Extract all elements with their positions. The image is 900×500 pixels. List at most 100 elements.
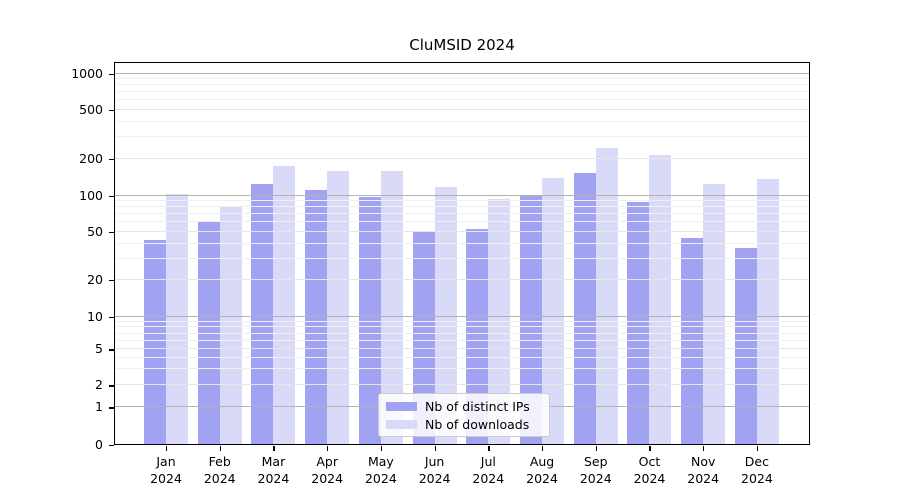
y-tick-label-1: 1 <box>95 399 103 415</box>
major-gridline <box>114 72 810 74</box>
y-tick-label-100: 100 <box>79 187 103 203</box>
y-tick-label-0: 0 <box>95 437 103 452</box>
legend: Nb of distinct IPs Nb of downloads <box>378 393 550 437</box>
x-tick-label-feb: Feb 2024 <box>203 454 236 486</box>
gridline <box>114 279 810 281</box>
legend-row-distinct-ips: Nb of distinct IPs <box>386 398 542 414</box>
bar-distinct-ips-apr <box>305 189 328 445</box>
y-tick-mark <box>109 195 114 197</box>
bar-distinct-ips-dec <box>734 247 757 445</box>
legend-row-downloads: Nb of downloads <box>386 416 542 432</box>
bar-distinct-ips-oct <box>627 202 650 445</box>
y-tick-mark <box>109 231 114 234</box>
x-tick-label-nov: Nov 2024 <box>687 454 720 486</box>
x-tick-mark <box>434 446 436 451</box>
y-tick-mark <box>109 280 114 282</box>
minor-gridline <box>114 206 810 208</box>
x-tick-label-aug: Aug 2024 <box>526 454 558 486</box>
x-tick-mark <box>595 446 598 451</box>
gridline <box>114 384 810 386</box>
minor-gridline <box>114 332 810 334</box>
y-tick-label-1000: 1000 <box>71 65 103 81</box>
bar-distinct-ips-jun <box>412 230 435 445</box>
bar-distinct-ips-jan <box>144 239 166 445</box>
bar-downloads-apr <box>327 170 350 445</box>
y-tick-mark <box>109 73 114 76</box>
y-tick-label-50: 50 <box>87 223 103 239</box>
x-tick-mark <box>649 446 651 451</box>
y-axis-tick-labels: 0 1 2 5 10 20 50 100 200 500 1000 <box>0 62 106 451</box>
x-tick-mark <box>542 446 544 451</box>
y-tick-mark <box>109 445 114 447</box>
legend-swatch-distinct-ips <box>386 401 417 411</box>
chart-title: CluMSID 2024 <box>409 36 515 54</box>
x-tick-label-sep: Sep 2024 <box>579 454 612 486</box>
legend-swatch-downloads <box>386 419 417 429</box>
y-tick-mark <box>109 159 114 161</box>
bar-downloads-nov <box>703 184 726 445</box>
y-tick-mark <box>109 109 114 112</box>
bar-distinct-ips-jul <box>466 228 489 445</box>
x-tick-mark <box>756 446 759 451</box>
bar-distinct-ips-sep <box>573 172 596 445</box>
y-tick-label-500: 500 <box>79 101 103 117</box>
x-tick-label-may: May 2024 <box>364 454 397 486</box>
bar-downloads-may <box>380 171 403 445</box>
y-tick-mark <box>109 385 114 387</box>
bar-distinct-ips-nov <box>681 237 704 445</box>
major-gridline <box>114 315 810 317</box>
y-tick-label-5: 5 <box>95 341 103 357</box>
minor-gridline <box>114 326 810 328</box>
x-tick-mark <box>273 446 275 451</box>
x-tick-mark <box>488 446 490 451</box>
plot-area: Nb of distinct IPs Nb of downloads <box>114 62 810 445</box>
y-tick-mark <box>109 316 114 319</box>
x-tick-label-dec: Dec 2024 <box>741 454 773 486</box>
legend-label-distinct-ips: Nb of distinct IPs <box>425 398 530 414</box>
y-tick-label-20: 20 <box>87 272 103 288</box>
minor-gridline <box>114 84 810 86</box>
minor-gridline <box>114 368 810 370</box>
x-tick-label-apr: Apr 2024 <box>311 454 344 486</box>
y-tick-label-2: 2 <box>95 377 103 393</box>
bar-downloads-feb <box>219 206 242 445</box>
x-tick-label-mar: Mar 2024 <box>257 454 290 486</box>
x-tick-label-jun: Jun 2024 <box>418 454 451 486</box>
minor-gridline <box>114 257 810 259</box>
minor-gridline <box>114 91 810 93</box>
gridline <box>114 230 810 232</box>
x-tick-mark <box>166 446 168 451</box>
minor-gridline <box>114 357 810 359</box>
bar-downloads-jul <box>488 199 511 445</box>
x-tick-mark <box>219 446 222 451</box>
x-tick-mark <box>703 446 705 451</box>
gridline <box>114 348 810 350</box>
minor-gridline <box>114 78 810 80</box>
gridline <box>114 108 810 110</box>
x-tick-label-oct: Oct 2024 <box>633 454 666 486</box>
x-tick-label-jan: Jan 2024 <box>150 454 182 486</box>
minor-gridline <box>114 136 810 138</box>
major-gridline <box>114 194 810 196</box>
gridline <box>114 158 810 160</box>
x-tick-mark <box>380 446 383 451</box>
y-tick-label-10: 10 <box>87 308 103 324</box>
bar-downloads-dec <box>756 179 779 445</box>
bar-distinct-ips-mar <box>251 184 274 445</box>
minor-gridline <box>114 242 810 244</box>
minor-gridline <box>114 120 810 122</box>
grid-layer <box>114 62 810 445</box>
legend-label-downloads: Nb of downloads <box>425 416 530 432</box>
bar-downloads-aug <box>542 177 565 445</box>
y-tick-label-200: 200 <box>79 151 103 167</box>
minor-gridline <box>114 221 810 223</box>
y-tick-mark <box>109 407 114 409</box>
minor-gridline <box>114 339 810 341</box>
bar-downloads-jan <box>166 194 188 445</box>
y-tick-mark <box>109 349 114 351</box>
bar-downloads-oct <box>649 154 672 445</box>
bar-downloads-mar <box>273 166 296 445</box>
minor-gridline <box>114 320 810 322</box>
x-tick-label-jul: Jul 2024 <box>472 454 505 486</box>
